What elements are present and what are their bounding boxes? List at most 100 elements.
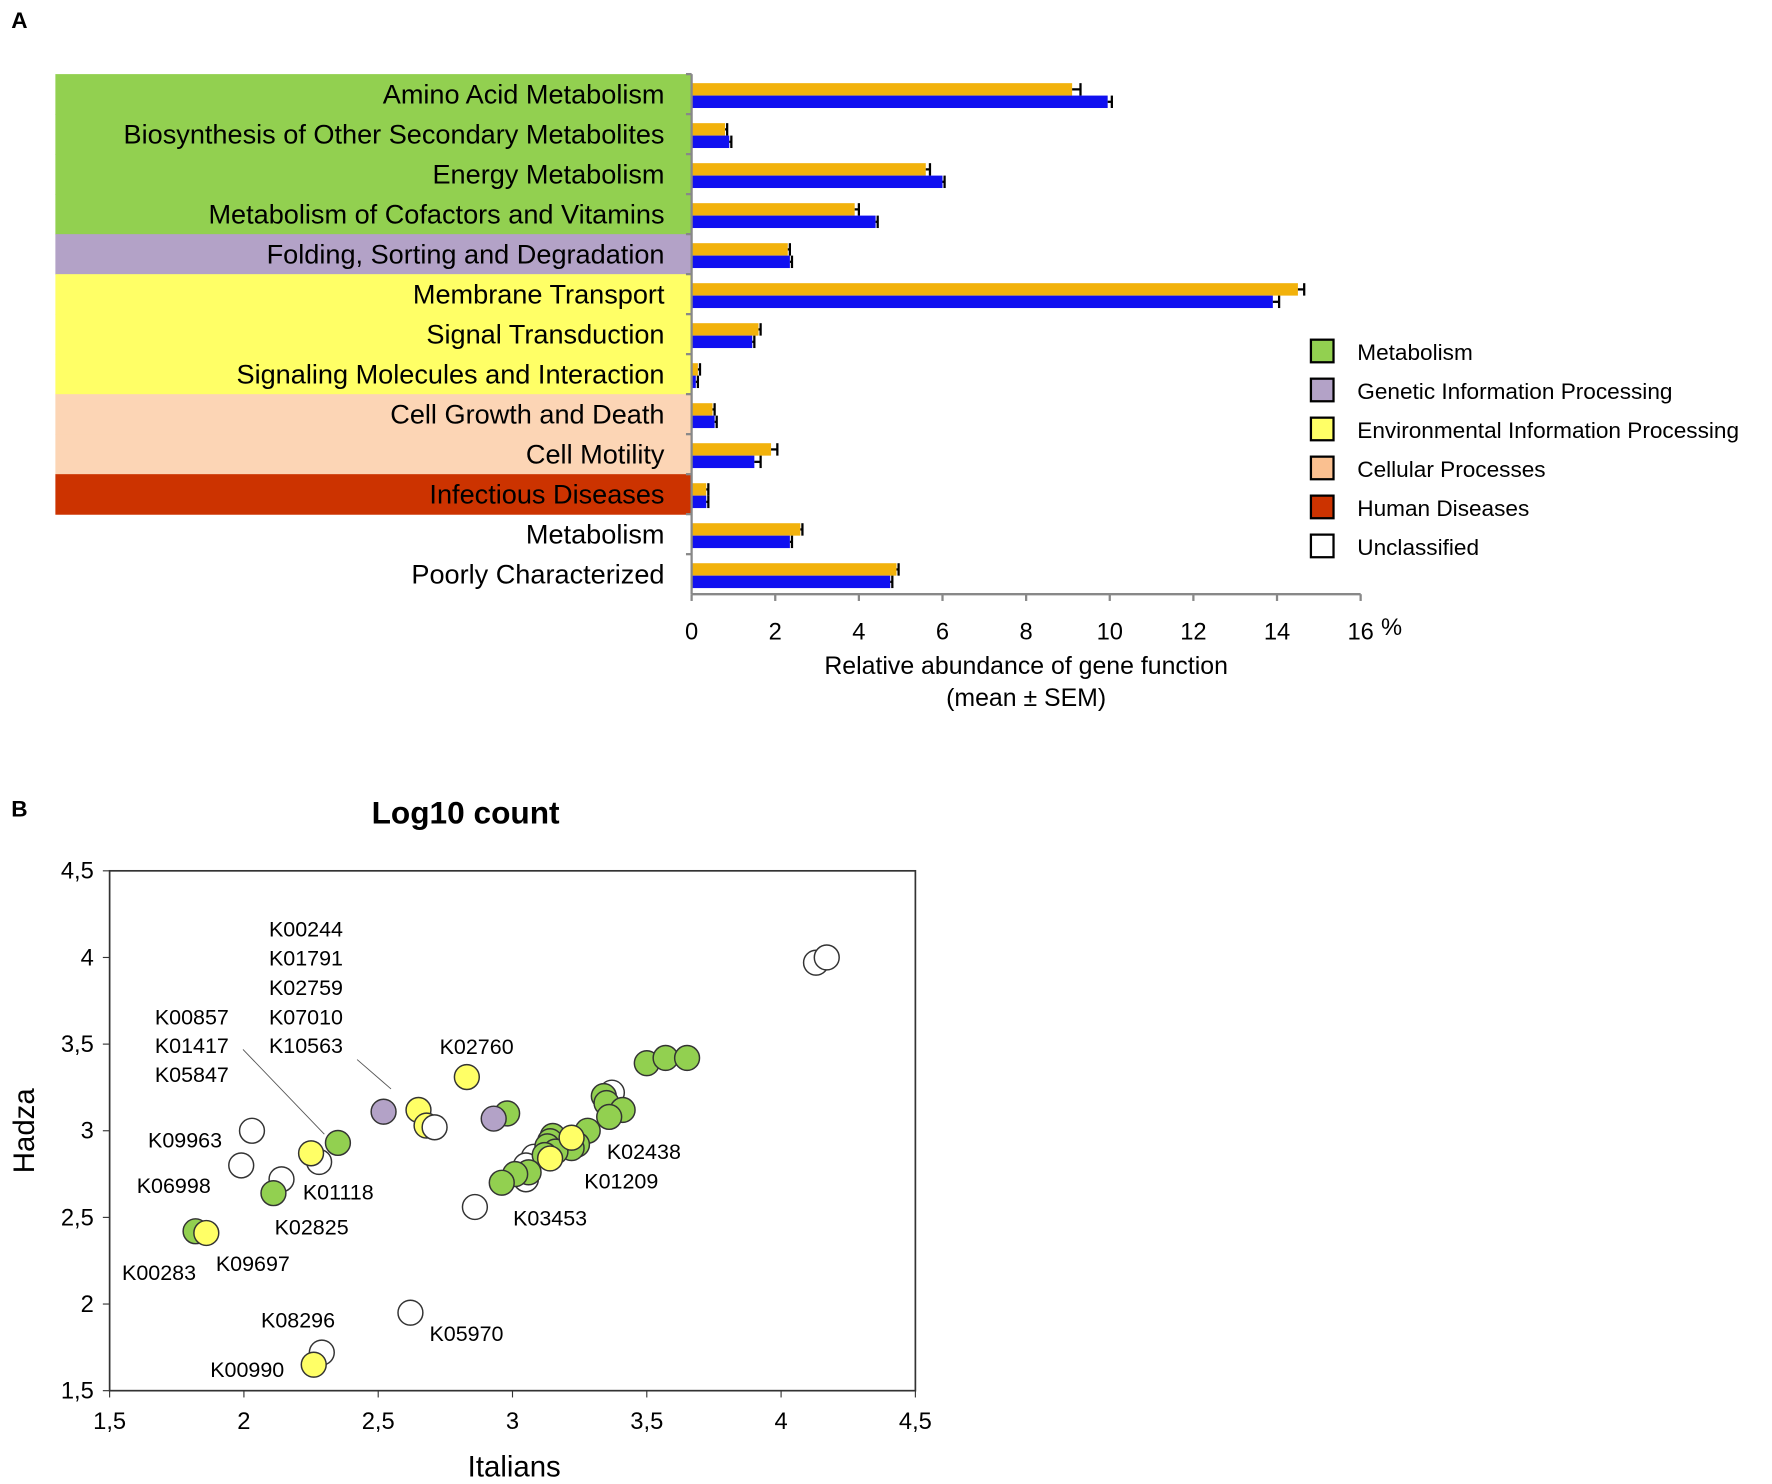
scatter-xlabel: Italians [468,1451,561,1484]
x-unit-label: % [1381,615,1402,641]
bar-series-orange [691,363,698,376]
scatter-point [421,1114,448,1141]
bar-series-blue [691,495,707,509]
legend-swatch [1309,416,1335,442]
x-tick-label: 0 [685,619,698,645]
point-annotation: K00990 [210,1358,284,1382]
category-band [55,114,692,155]
bar-series-orange [691,203,855,216]
point-annotation: K02438 [607,1140,681,1164]
legend-swatch [1309,494,1335,520]
bar-series-orange [691,323,759,336]
category-label: Cell Growth and Death [390,399,664,430]
point-annotation: K00857 [155,1006,229,1030]
legend-label: Cellular Processes [1357,457,1545,482]
scatter-point [238,1117,266,1144]
point-annotation: K02825 [275,1216,349,1240]
y-tick-label: 4 [81,945,94,971]
scatter-point [453,1063,481,1091]
category-label: Signaling Molecules and Interaction [237,359,665,390]
x-tick-label: 14 [1264,619,1290,645]
y-tick-label: 2 [81,1292,94,1318]
scatter-ylabel: Hadza [8,1088,41,1174]
x-tick-label: 2 [769,619,782,645]
y-tick-label: 2,5 [61,1205,94,1231]
point-annotation: K10563 [269,1034,343,1058]
annotation-leader-line [356,1059,392,1090]
point-annotation: K01417 [155,1034,229,1058]
bar-series-blue [691,295,1273,309]
category-band [55,474,692,515]
scatter-point [480,1105,507,1132]
category-band [55,314,692,355]
bar-series-blue [691,535,790,549]
scatter-point [461,1193,489,1221]
point-annotation: K08296 [261,1308,335,1332]
x-tick-label: 3,5 [630,1409,663,1435]
bar-series-blue [691,215,876,229]
point-annotation: K03453 [513,1207,587,1231]
bar-chart: Amino Acid Metabolism Biosynthesis of Oth… [55,72,1739,712]
scatter-point [260,1179,287,1207]
y-tick-label: 4,5 [61,859,94,885]
category-label: Energy Metabolism [432,159,664,190]
scatter-point [536,1145,564,1172]
category-band [55,234,692,275]
category-label: Infectious Diseases [429,479,664,510]
category-label: Metabolism of Cofactors and Vitamins [208,199,664,230]
scatter-point [397,1299,424,1326]
point-annotation: K05847 [155,1063,229,1087]
point-annotation: K00244 [269,917,343,941]
x-axis-title: Relative abundance of gene function [824,652,1228,680]
x-tick-label: 4 [774,1409,787,1435]
point-annotation: K02759 [269,976,343,1000]
bar-series-orange [691,523,801,536]
x-tick-label: 12 [1180,619,1206,645]
category-label: Membrane Transport [413,279,665,310]
bar-series-blue [691,375,696,389]
category-label: Signal Transduction [426,319,664,350]
scatter-title: Log10 count [372,794,560,830]
scatter-point [193,1219,220,1247]
x-axis-subtitle: (mean ± SEM) [946,684,1106,712]
point-annotation: K06998 [137,1174,211,1198]
annotation-leader-line [242,1049,325,1135]
category-label: Poorly Characterized [411,559,664,590]
x-tick-label: 1,5 [93,1409,126,1435]
x-tick-label: 16 [1347,619,1373,645]
category-band [55,74,692,115]
legend-label: Environmental Information Processing [1357,418,1739,443]
point-annotation: K01209 [584,1169,658,1193]
point-annotation: K01791 [269,947,343,971]
bar-series-blue [691,415,715,429]
legend-swatch [1309,377,1335,403]
panel-label-a: A [11,8,27,33]
category-label: Metabolism [526,519,665,550]
legend-label: Metabolism [1357,340,1473,365]
bar-series-orange [691,243,788,256]
scatter-point [228,1152,255,1179]
point-annotation: K09963 [148,1129,222,1153]
category-band [55,194,692,235]
category-band [55,354,692,395]
category-band [55,274,692,315]
y-tick-label: 3 [81,1119,94,1145]
category-label: Folding, Sorting and Degradation [267,239,665,270]
legend-swatch [1309,533,1335,559]
scatter-point [488,1169,515,1196]
bar-series-orange [691,403,713,416]
bar-series-blue [691,135,730,149]
x-tick-label: 4 [852,619,865,645]
point-annotation: K07010 [269,1006,343,1030]
bar-series-orange [691,123,726,136]
bar-series-orange [691,443,772,456]
bar-series-orange [691,83,1073,96]
bar-series-blue [691,255,790,269]
bar-series-orange [691,163,926,176]
category-label: Biosynthesis of Other Secondary Metaboli… [124,118,665,149]
scatter-point [673,1044,701,1072]
point-annotation: K02760 [440,1035,514,1059]
legend-swatch [1309,338,1335,364]
bar-series-blue [691,455,755,469]
